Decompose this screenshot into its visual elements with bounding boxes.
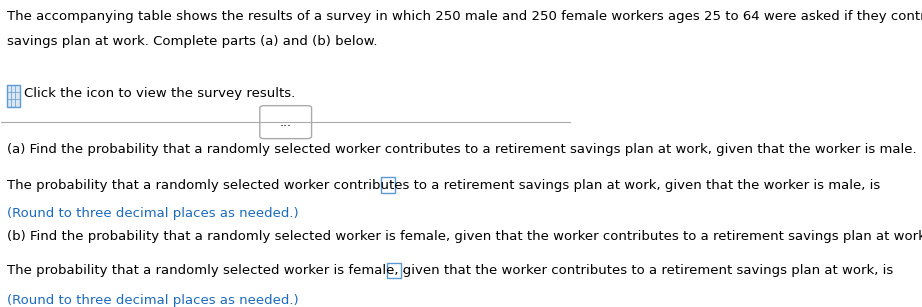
Text: savings plan at work. Complete parts (a) and (b) below.: savings plan at work. Complete parts (a)… [7, 36, 378, 49]
FancyBboxPatch shape [260, 106, 312, 139]
FancyBboxPatch shape [7, 85, 19, 107]
Text: Click the icon to view the survey results.: Click the icon to view the survey result… [24, 87, 295, 100]
Text: .: . [396, 177, 400, 189]
FancyBboxPatch shape [387, 263, 401, 278]
Text: ...: ... [279, 116, 291, 129]
Text: The accompanying table shows the results of a survey in which 250 male and 250 f: The accompanying table shows the results… [7, 10, 922, 23]
Text: The probability that a randomly selected worker is female, given that the worker: The probability that a randomly selected… [7, 264, 898, 277]
FancyBboxPatch shape [382, 177, 396, 193]
Text: (b) Find the probability that a randomly selected worker is female, given that t: (b) Find the probability that a randomly… [7, 230, 922, 243]
Text: (Round to three decimal places as needed.): (Round to three decimal places as needed… [7, 294, 299, 307]
Text: (a) Find the probability that a randomly selected worker contributes to a retire: (a) Find the probability that a randomly… [7, 143, 916, 157]
Text: .: . [402, 262, 406, 275]
Text: The probability that a randomly selected worker contributes to a retirement savi: The probability that a randomly selected… [7, 179, 884, 192]
Text: (Round to three decimal places as needed.): (Round to three decimal places as needed… [7, 208, 299, 220]
